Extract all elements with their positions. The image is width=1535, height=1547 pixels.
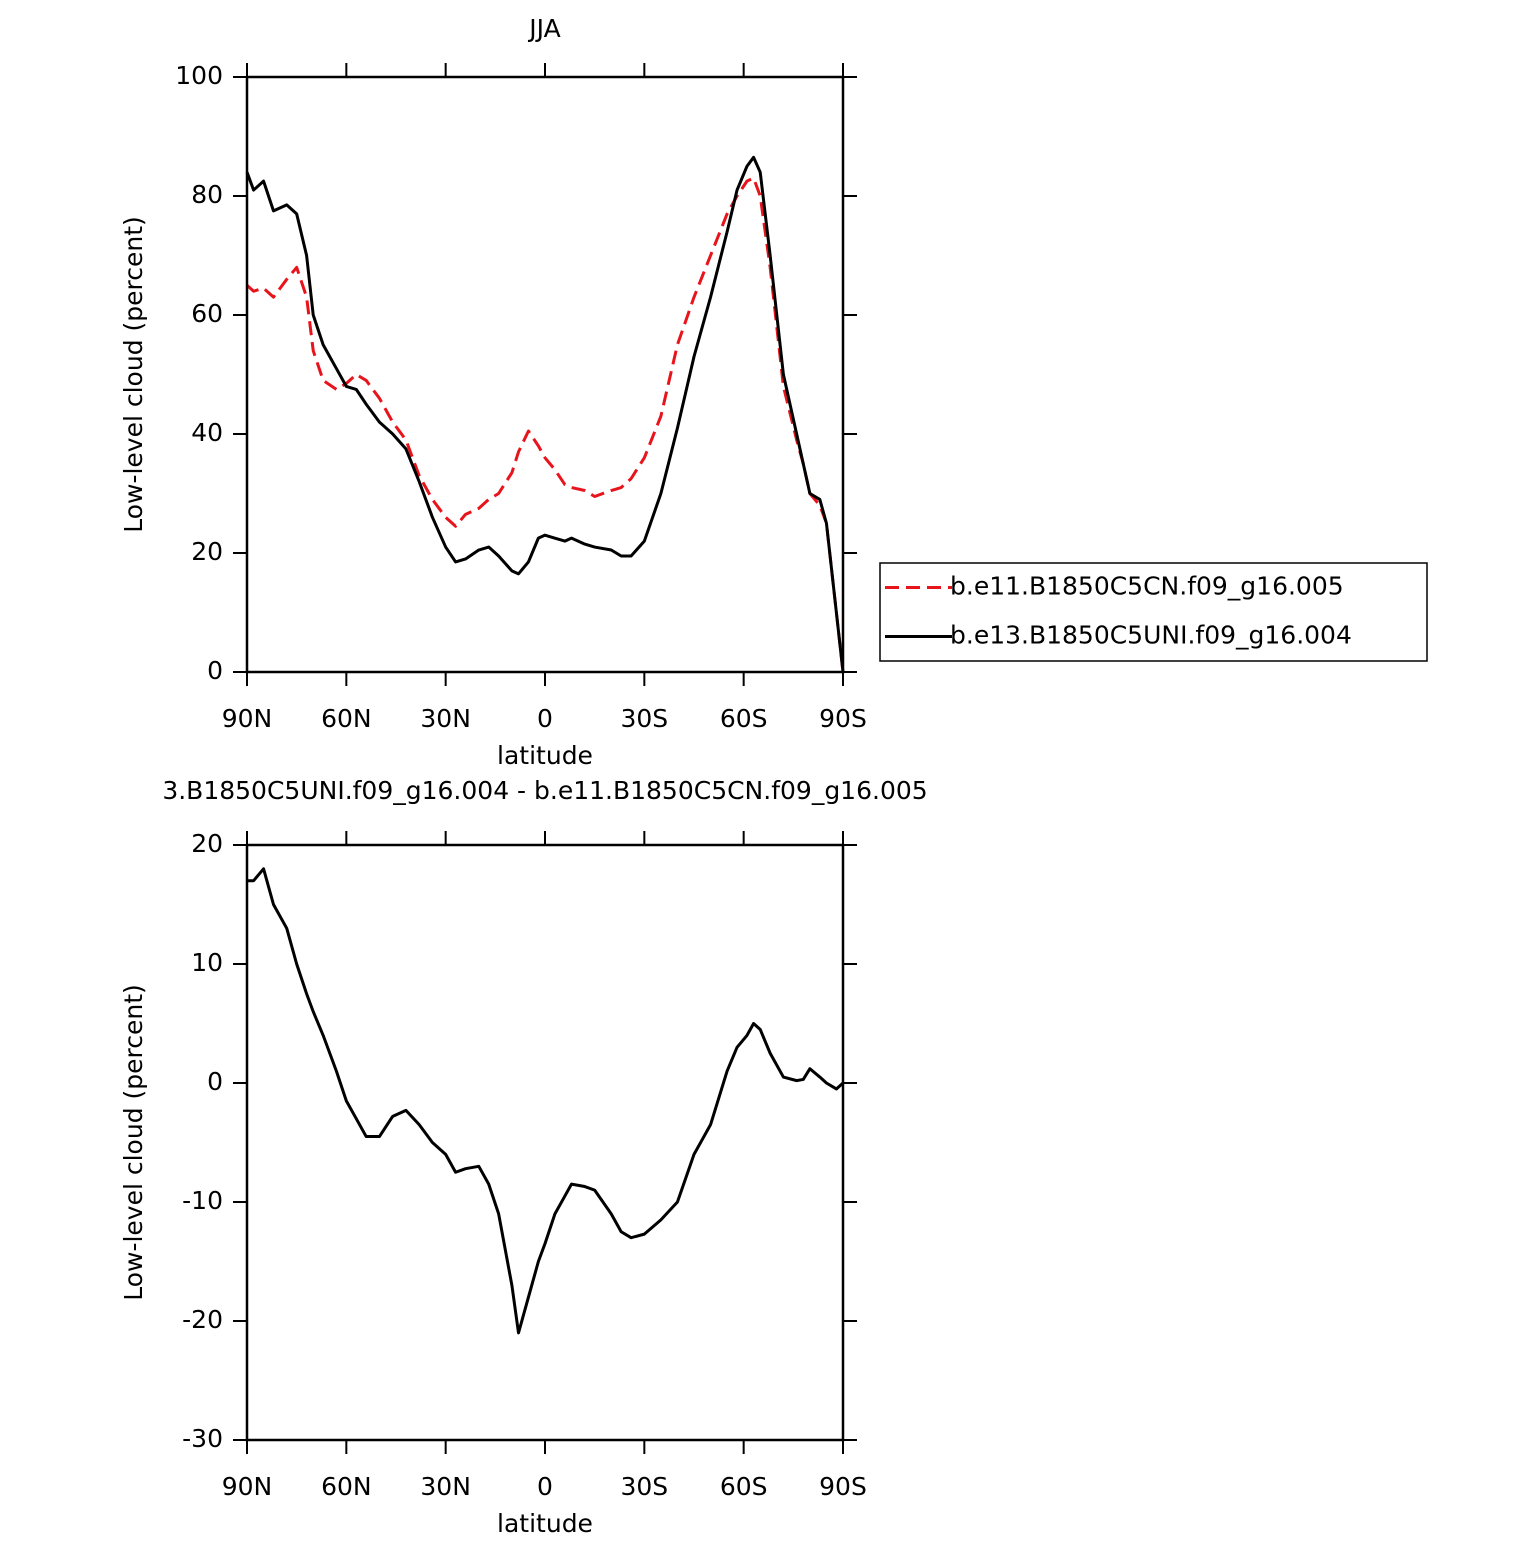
- y-tick-label: 100: [175, 61, 223, 90]
- y-tick-label: 0: [207, 656, 223, 685]
- plot-frame: [245, 75, 845, 674]
- x-tick-label: 30S: [620, 1472, 668, 1501]
- y-axis-label: Low-level cloud (percent): [119, 216, 148, 533]
- y-tick-label: 20: [191, 829, 223, 858]
- x-tick-label: 90S: [819, 704, 867, 733]
- y-tick-label: 40: [191, 418, 223, 447]
- y-tick-label: -20: [182, 1305, 223, 1334]
- chart-title: 3.B1850C5UNI.f09_g16.004 - b.e11.B1850C5…: [162, 776, 927, 805]
- data-line: [247, 867, 845, 1335]
- y-tick-label: 0: [207, 1067, 223, 1096]
- x-axis-label: latitude: [497, 741, 593, 770]
- x-tick-label: 90N: [222, 1472, 273, 1501]
- x-tick-label: 90S: [819, 1472, 867, 1501]
- y-tick-label: 80: [191, 180, 223, 209]
- x-tick-label: 30N: [420, 704, 471, 733]
- data-line: [245, 176, 845, 673]
- x-tick-label: 60S: [720, 704, 768, 733]
- x-tick-label: 60N: [321, 1472, 372, 1501]
- x-tick-label: 0: [537, 704, 553, 733]
- chart-title: JJA: [527, 14, 560, 43]
- x-tick-label: 60S: [720, 1472, 768, 1501]
- data-line: [245, 155, 845, 673]
- y-tick-label: -10: [182, 1186, 223, 1215]
- y-tick-label: 60: [191, 299, 223, 328]
- legend-label: b.e13.B1850C5UNI.f09_g16.004: [950, 621, 1352, 650]
- x-tick-label: 90N: [222, 704, 273, 733]
- y-axis-label: Low-level cloud (percent): [119, 984, 148, 1301]
- x-axis-label: latitude: [497, 1509, 593, 1538]
- y-tick-label: -30: [182, 1424, 223, 1453]
- plot-frame: [245, 843, 845, 1442]
- x-tick-label: 30S: [620, 704, 668, 733]
- y-tick-label: 10: [191, 948, 223, 977]
- x-tick-label: 60N: [321, 704, 372, 733]
- x-tick-label: 30N: [420, 1472, 471, 1501]
- y-tick-label: 20: [191, 537, 223, 566]
- legend-label: b.e11.B1850C5CN.f09_g16.005: [950, 572, 1344, 601]
- x-tick-label: 0: [537, 1472, 553, 1501]
- legend-box: [879, 562, 1428, 662]
